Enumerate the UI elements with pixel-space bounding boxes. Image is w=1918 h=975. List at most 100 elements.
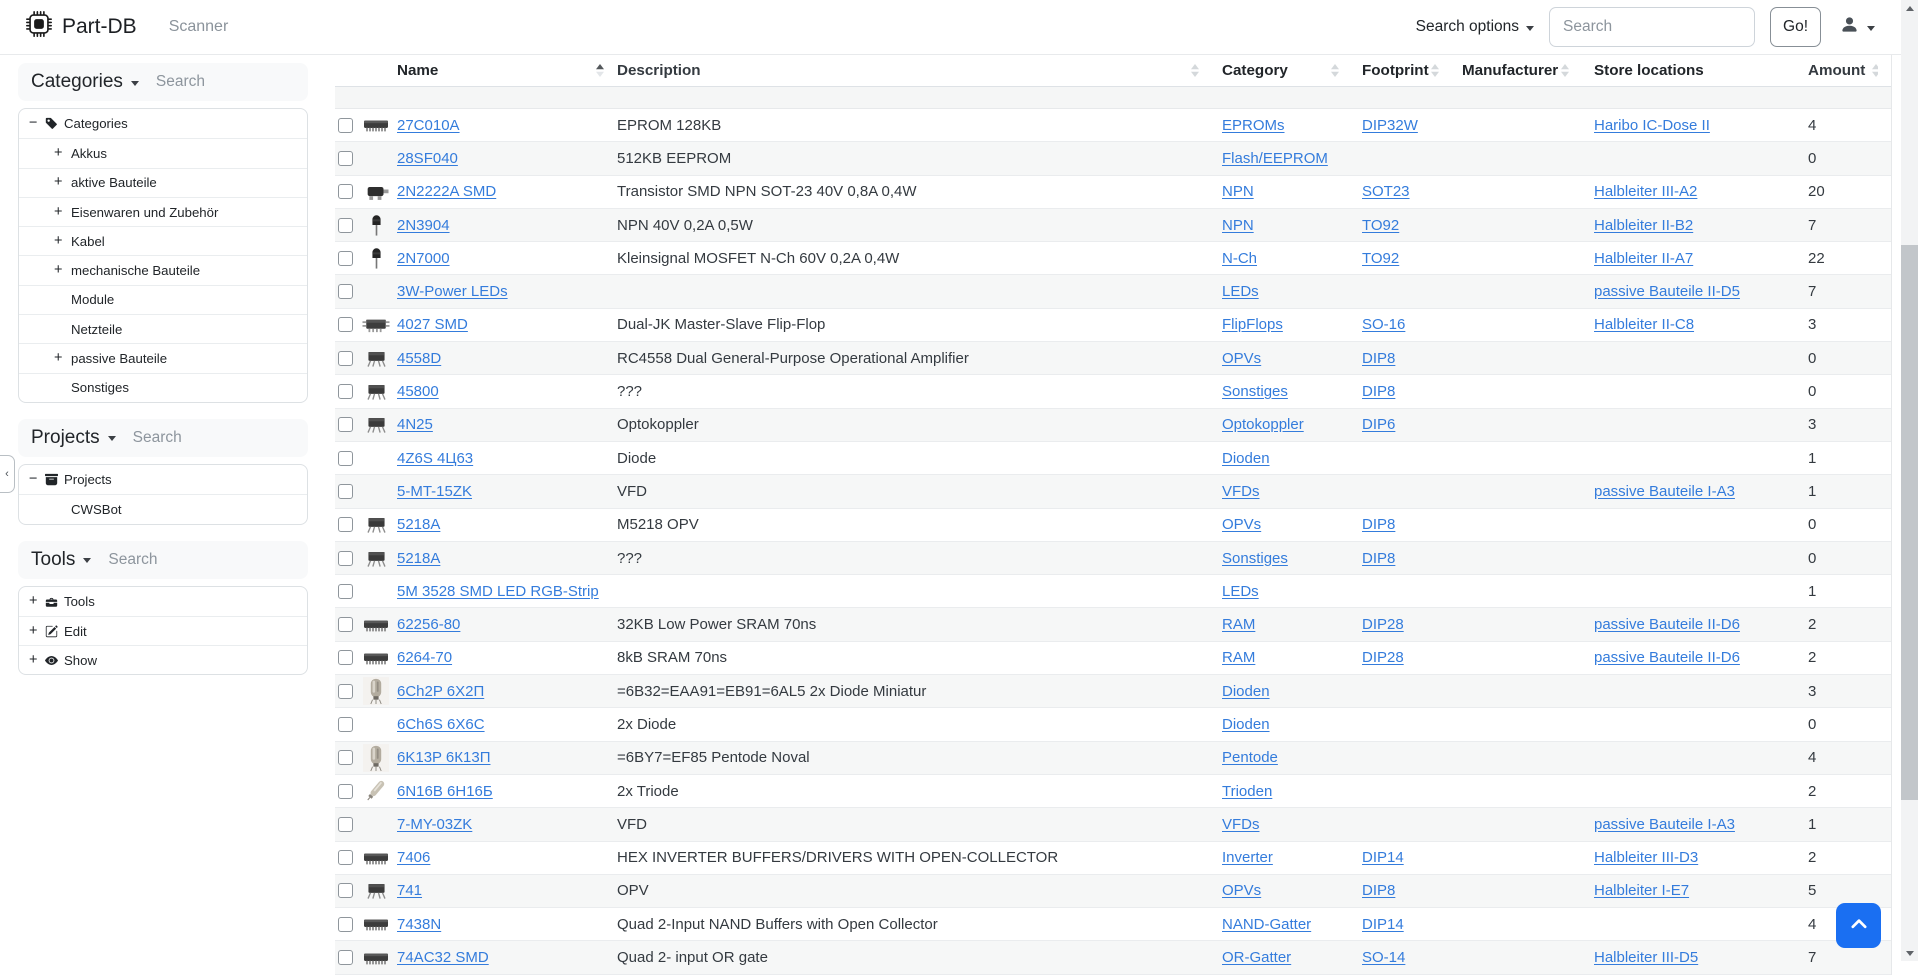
part-name-link[interactable]: 4027 SMD [397,316,468,334]
row-checkbox[interactable] [338,450,353,466]
tree-item-cwsbot[interactable]: CWSBot [19,494,307,523]
tree-item-eisenwaren-und-zubeh-r[interactable]: + Eisenwaren und Zubehör [19,196,307,226]
part-name-link[interactable]: 6264-70 [397,649,453,667]
row-checkbox[interactable] [338,317,353,333]
table-row[interactable]: 4N25 Optokoppler Optokoppler DIP6 3 [335,408,1891,442]
part-name-link[interactable]: 3W-Power LEDs [397,283,508,301]
collapse-minus-icon[interactable]: − [29,471,38,488]
tree-item-categories[interactable]: − Categories [19,109,307,138]
tree-item-akkus[interactable]: + Akkus [19,138,307,167]
tree-item-tools[interactable]: + Tools [19,587,307,616]
footprint-link[interactable]: DIP8 [1362,882,1396,900]
table-row[interactable]: 6Ch2P 6Х2П =6B32=EAA91=EB91=6AL5 2x Diode… [335,675,1891,709]
footprint-link[interactable]: DIP14 [1362,915,1404,933]
expand-plus-icon[interactable]: + [54,174,63,191]
category-link[interactable]: Flash/EEPROM [1222,149,1328,167]
column-header-manufacturer[interactable]: Manufacturer [1452,62,1582,79]
table-row[interactable]: 2N2222A SMD Transistor SMD NPN SOT-23 40V… [335,175,1891,209]
part-name-link[interactable]: 2N2222A SMD [397,183,497,201]
table-row[interactable]: 7406 HEX INVERTER BUFFERS/DRIVERS WITH OP… [335,841,1891,875]
part-name-link[interactable]: 6N16B 6Н16Б [397,782,493,800]
panel-search-input[interactable] [132,428,253,447]
part-name-link[interactable]: 4Z6S 4Ц63 [397,449,474,467]
footprint-link[interactable]: DIP28 [1362,616,1404,634]
store-location-link[interactable]: Halbleiter III-A2 [1594,183,1698,201]
part-name-link[interactable]: 27C010A [397,116,460,134]
table-row[interactable]: 6264-70 8kB SRAM 70ns RAM DIP28 passive Baut… [335,641,1891,676]
category-link[interactable]: OPVs [1222,882,1262,900]
page-scrollbar[interactable] [1901,0,1918,961]
part-name-link[interactable]: 62256-80 [397,616,461,634]
part-name-link[interactable]: 7438N [397,915,442,933]
expand-plus-icon[interactable]: + [54,145,63,162]
category-link[interactable]: OPVs [1222,516,1262,534]
column-header-amount[interactable]: Amount [1795,62,1878,79]
table-row[interactable]: 6K13P 6К13П =6BY7=EF85 Pentode Noval Pento… [335,741,1891,775]
part-name-link[interactable]: 6Ch2P 6Х2П [397,682,485,700]
scrollbar-down-arrow-icon[interactable] [1901,945,1918,961]
user-menu[interactable] [1840,15,1875,39]
panel-title-dropdown[interactable]: Categories [31,71,139,93]
category-link[interactable]: NPN [1222,183,1254,201]
category-link[interactable]: FlipFlops [1222,316,1283,334]
row-checkbox[interactable] [338,683,353,699]
table-row[interactable]: 28SF040 512KB EEPROM Flash/EEPROM 0 [335,142,1891,176]
part-name-link[interactable]: 2N3904 [397,216,450,234]
tree-item-projects[interactable]: − Projects [19,465,307,494]
category-link[interactable]: N-Ch [1222,249,1258,267]
table-row[interactable]: 45800??? Sonstiges DIP8 0 [335,375,1891,409]
table-row[interactable]: 2N7000 Kleinsignal MOSFET N-Ch 60V 0,2A 0… [335,242,1891,276]
part-name-link[interactable]: 7-MY-03ZK [397,815,473,833]
store-location-link[interactable]: passive Bauteile II-D6 [1594,649,1740,667]
collapse-minus-icon[interactable]: − [29,115,38,132]
category-link[interactable]: NPN [1222,216,1254,234]
tree-item-aktive-bauteile[interactable]: + aktive Bauteile [19,167,307,197]
footprint-link[interactable]: DIP14 [1362,849,1404,867]
table-row[interactable]: 4Z6S 4Ц63 Diode Dioden 1 [335,441,1891,476]
footprint-link[interactable]: DIP8 [1362,349,1396,367]
row-checkbox[interactable] [338,716,353,732]
part-name-link[interactable]: 4N25 [397,416,433,434]
footprint-link[interactable]: DIP6 [1362,416,1396,434]
table-row[interactable]: 7438N Quad 2-Input NAND Buffers with Open… [335,908,1891,942]
category-link[interactable]: VFDs [1222,815,1260,833]
scrollbar-thumb[interactable] [1901,245,1918,800]
category-link[interactable]: VFDs [1222,482,1260,500]
category-link[interactable]: Dioden [1222,715,1270,733]
footprint-link[interactable]: SOT23 [1362,183,1410,201]
row-checkbox[interactable] [338,217,353,233]
tree-item-mechanische-bauteile[interactable]: + mechanische Bauteile [19,255,307,284]
tree-item-kabel[interactable]: + Kabel [19,226,307,255]
tree-item-netzteile[interactable]: Netzteile [19,314,307,343]
category-link[interactable]: LEDs [1222,283,1259,301]
nav-item-scanner[interactable]: Scanner [168,18,229,35]
part-name-link[interactable]: 5-MT-15ZK [397,482,473,500]
category-link[interactable]: OPVs [1222,349,1262,367]
footprint-link[interactable]: SO-16 [1362,316,1406,334]
table-row[interactable]: 5M 3528 SMD LED RGB-Strip LEDs 1 [335,575,1891,609]
store-location-link[interactable]: passive Bauteile I-A3 [1594,482,1735,500]
table-row[interactable]: 74AC32 SMD Quad 2- input OR gate OR-Gatter… [335,941,1891,975]
panel-title-dropdown[interactable]: Tools [31,549,92,571]
category-link[interactable]: Dioden [1222,449,1270,467]
tree-item-show[interactable]: + Show [19,645,307,674]
table-row[interactable]: 7-MY-03ZK VFD VFDs passive Bauteile I-A3 1 [335,808,1891,842]
expand-plus-icon[interactable]: + [54,233,63,250]
row-checkbox[interactable] [338,583,353,599]
part-name-link[interactable]: 45800 [397,383,439,401]
table-row[interactable]: 2N3904 NPN 40V 0,2A 0,5W NPN TO92 Halbleiter… [335,208,1891,243]
category-link[interactable]: RAM [1222,649,1256,667]
row-checkbox[interactable] [338,117,353,133]
part-name-link[interactable]: 5218A [397,516,441,534]
row-checkbox[interactable] [338,417,353,433]
footprint-link[interactable]: DIP8 [1362,383,1396,401]
row-checkbox[interactable] [338,550,353,566]
footprint-link[interactable]: SO-14 [1362,949,1406,967]
store-location-link[interactable]: passive Bauteile II-D6 [1594,616,1740,634]
row-checkbox[interactable] [338,250,353,266]
expand-plus-icon[interactable]: + [54,203,63,220]
table-row[interactable]: 5218A??? Sonstiges DIP8 0 [335,541,1891,576]
category-link[interactable]: OR-Gatter [1222,949,1292,967]
sidebar-collapse-button[interactable]: ‹ [0,455,15,493]
tree-item-passive-bauteile[interactable]: + passive Bauteile [19,343,307,372]
